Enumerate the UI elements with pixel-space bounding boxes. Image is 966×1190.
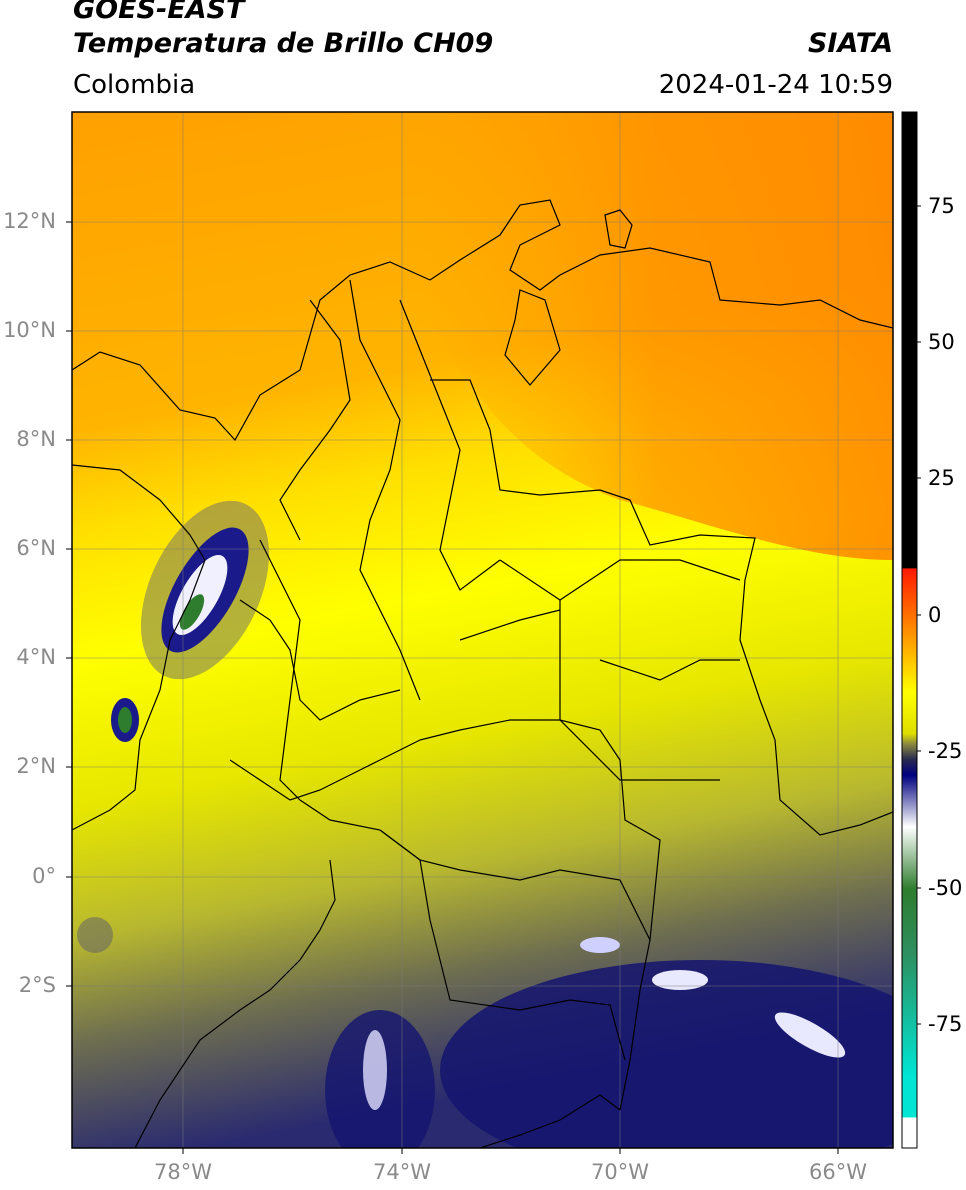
lat-label: 6°N — [16, 536, 56, 560]
colorbar-tick-label: 0 — [928, 603, 942, 627]
source-label: SIATA — [807, 28, 893, 59]
lat-label: 4°N — [16, 645, 56, 669]
colorbar-tick-label: 50 — [928, 330, 955, 354]
colorbar — [901, 111, 921, 1149]
colorbar-tick-label: -75 — [928, 1012, 963, 1036]
colorbar-tick-label: -25 — [928, 739, 963, 763]
warm-region-northeast — [420, 112, 893, 560]
lat-label: 8°N — [16, 427, 56, 451]
title-satellite: GOES-EAST — [73, 0, 245, 25]
lat-label: 0° — [32, 864, 56, 888]
lat-label: 2°N — [16, 754, 56, 778]
map-tick-marks — [66, 221, 839, 1154]
lon-label: 70°W — [591, 1160, 649, 1184]
colorbar-tick-label: -50 — [928, 876, 963, 900]
cold-cloud-clusters — [77, 500, 893, 1148]
colorbar-tick-label: 75 — [928, 194, 955, 218]
lat-label: 10°N — [3, 318, 56, 342]
colorbar-tick-label: 25 — [928, 466, 955, 490]
map-frame — [71, 111, 894, 1149]
lon-label: 78°W — [154, 1160, 212, 1184]
title-product: Temperatura de Brillo CH09 — [73, 28, 494, 59]
region-label: Colombia — [73, 70, 196, 100]
lat-label: 2°S — [18, 973, 56, 997]
coastlines-and-borders — [72, 199, 893, 1148]
lon-label: 66°W — [809, 1160, 867, 1184]
lat-label: 12°N — [3, 209, 56, 233]
map-grid — [72, 112, 893, 1148]
datetime-label: 2024-01-24 10:59 — [658, 70, 893, 100]
lon-label: 74°W — [373, 1160, 431, 1184]
